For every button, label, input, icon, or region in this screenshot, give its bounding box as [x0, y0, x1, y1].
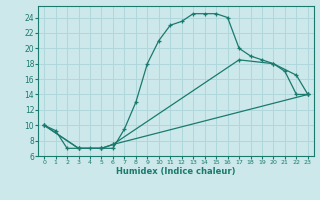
X-axis label: Humidex (Indice chaleur): Humidex (Indice chaleur): [116, 167, 236, 176]
